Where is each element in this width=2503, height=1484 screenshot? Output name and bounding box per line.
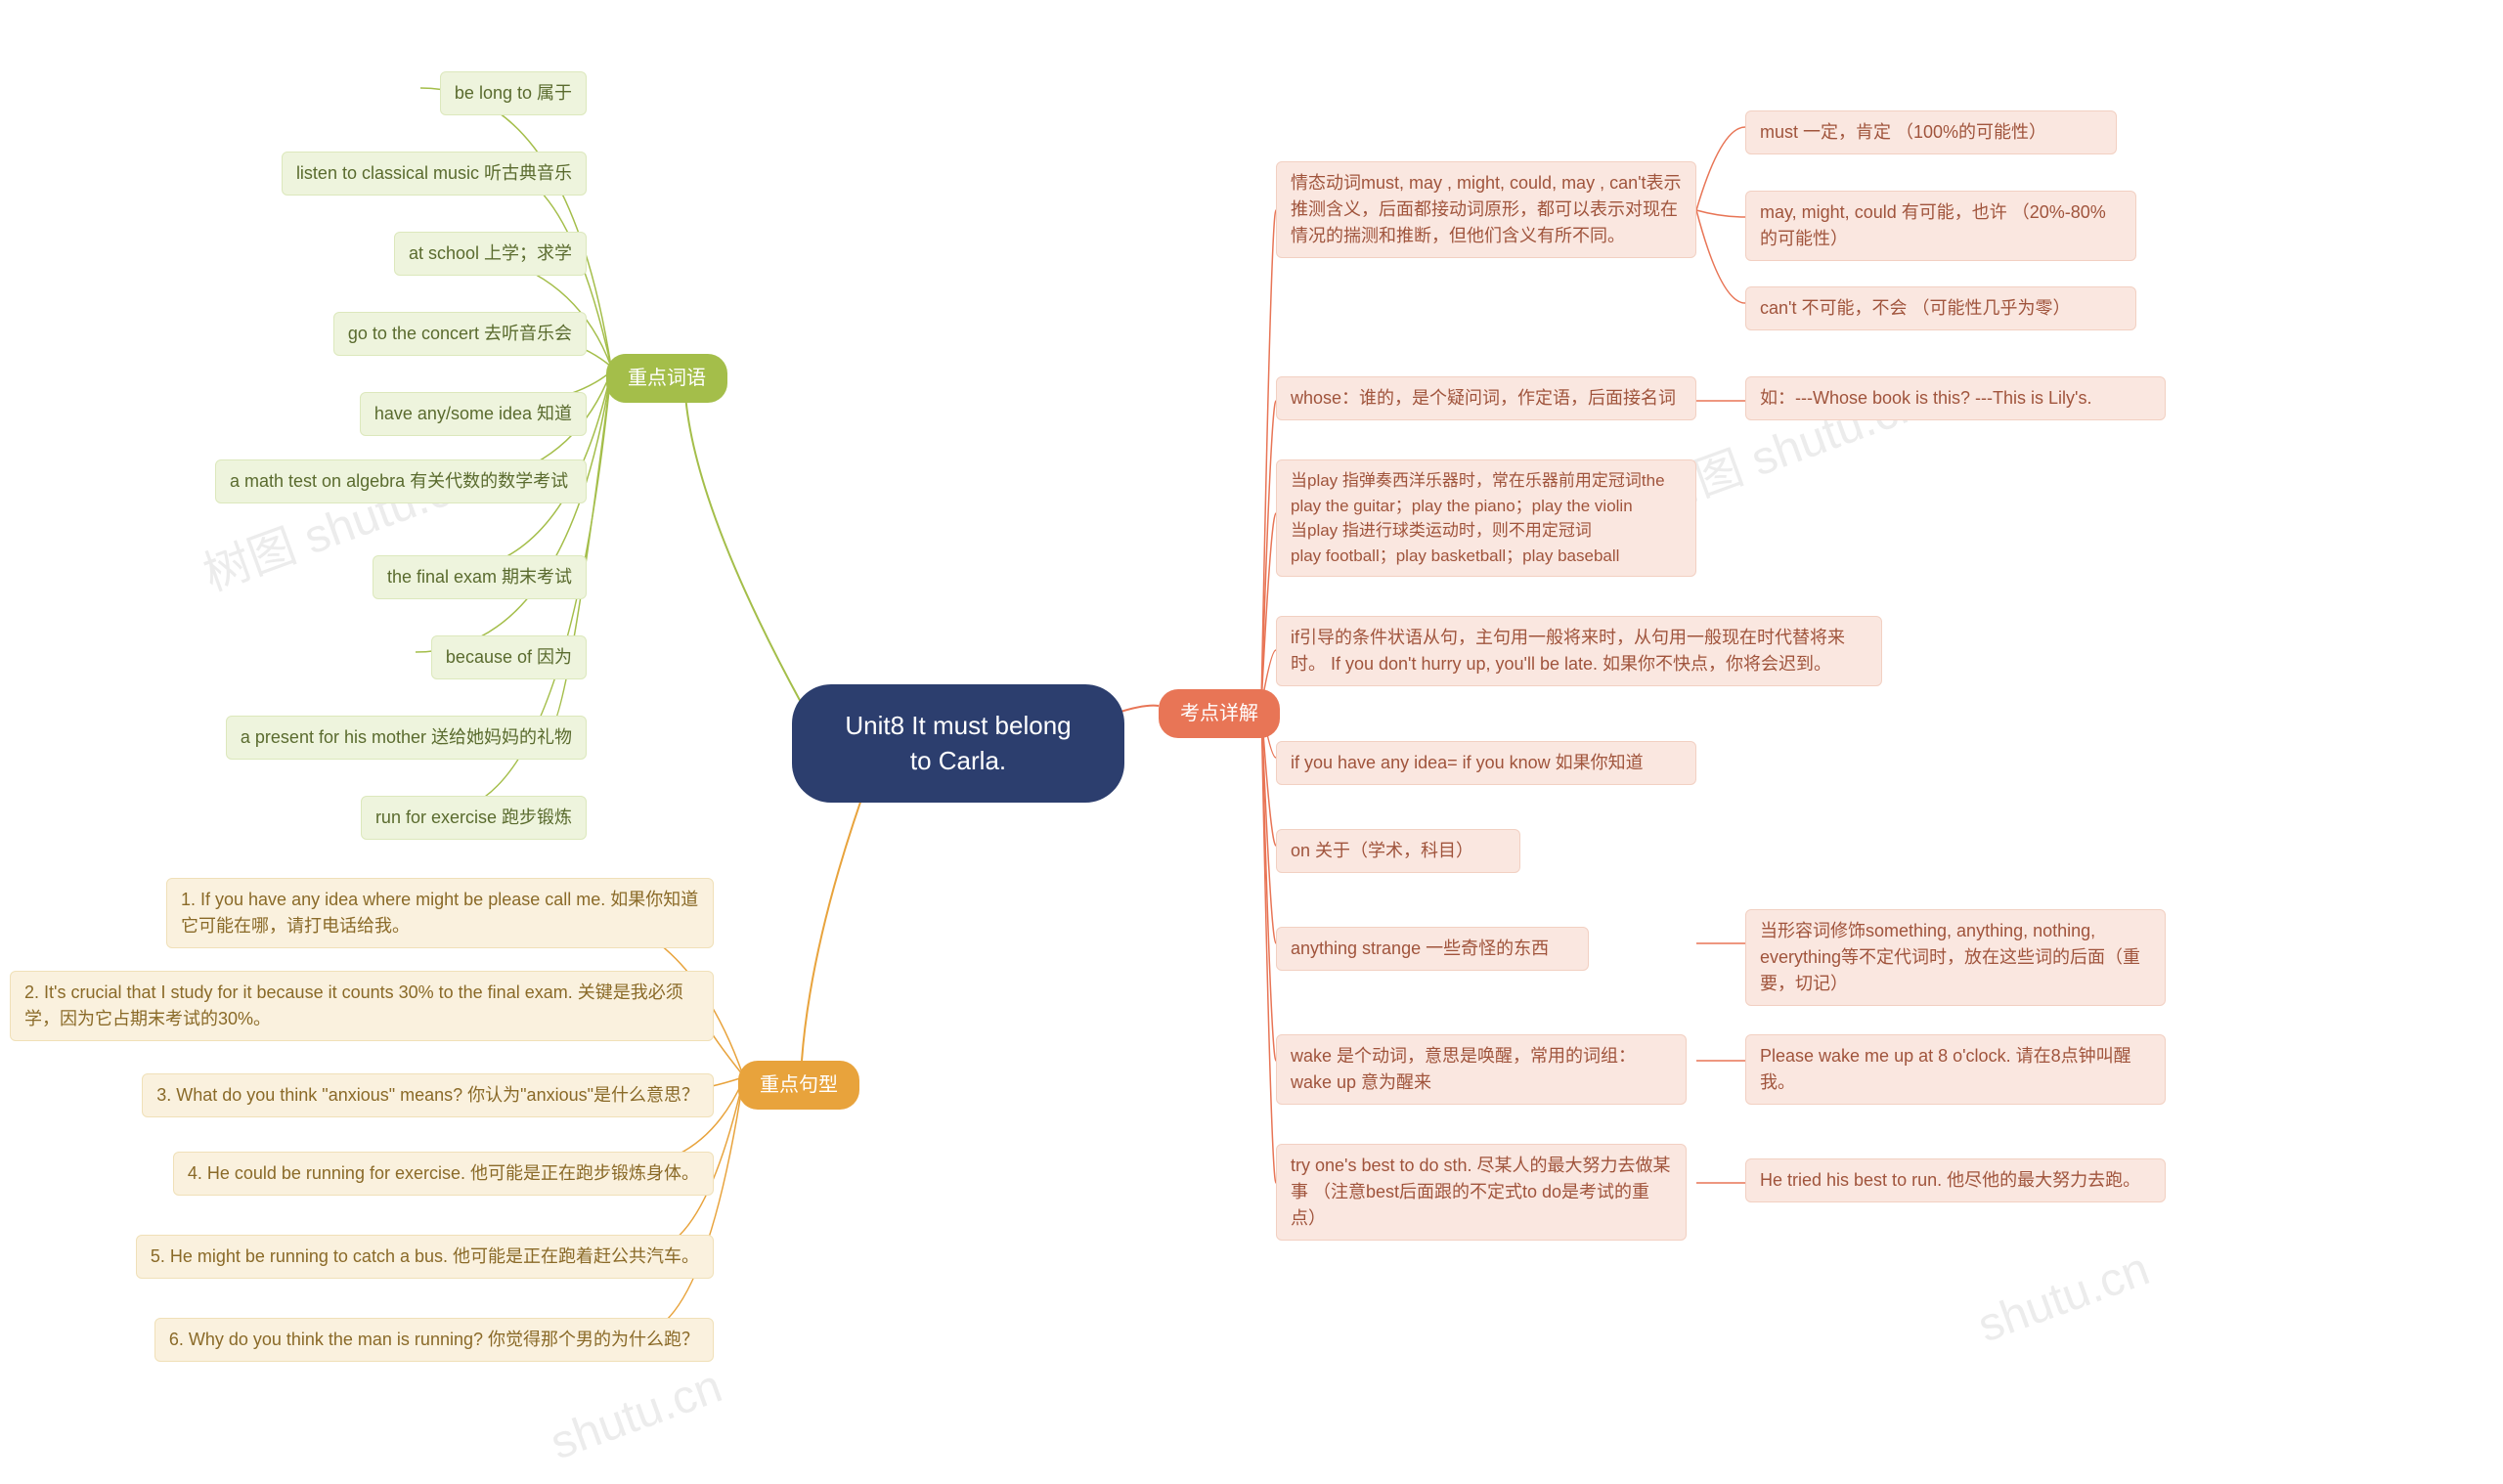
point-child: must 一定，肯定 （100%的可能性） (1745, 110, 2117, 154)
vocab-item: because of 因为 (431, 635, 587, 679)
vocab-item: run for exercise 跑步锻炼 (361, 796, 587, 840)
vocab-item: be long to 属于 (440, 71, 587, 115)
branch-sentences: 重点句型 (738, 1061, 859, 1110)
point-item: if引导的条件状语从句，主句用一般将来时，从句用一般现在时代替将来时。 If y… (1276, 616, 1882, 686)
branch-vocab: 重点词语 (606, 354, 727, 403)
point-child: 当形容词修饰something, anything, nothing, ever… (1745, 909, 2166, 1006)
vocab-item: go to the concert 去听音乐会 (333, 312, 587, 356)
vocab-item: the final exam 期末考试 (373, 555, 587, 599)
point-item: anything strange 一些奇怪的东西 (1276, 927, 1589, 971)
watermark: shutu.cn (1971, 1243, 2156, 1354)
vocab-item: listen to classical music 听古典音乐 (282, 152, 587, 196)
point-child: can't 不可能，不会 （可能性几乎为零） (1745, 286, 2136, 330)
point-child: Please wake me up at 8 o'clock. 请在8点钟叫醒我… (1745, 1034, 2166, 1105)
vocab-item: a math test on algebra 有关代数的数学考试 (215, 459, 587, 503)
center-node: Unit8 It must belong to Carla. (792, 684, 1124, 803)
point-child: may, might, could 有可能，也许 （20%-80%的可能性） (1745, 191, 2136, 261)
point-item: whose：谁的，是个疑问词，作定语，后面接名词 (1276, 376, 1696, 420)
branch-points: 考点详解 (1159, 689, 1280, 738)
sentence-item: 6. Why do you think the man is running? … (154, 1318, 714, 1362)
sentence-item: 4. He could be running for exercise. 他可能… (173, 1152, 714, 1196)
vocab-item: at school 上学；求学 (394, 232, 587, 276)
point-item: if you have any idea= if you know 如果你知道 (1276, 741, 1696, 785)
point-item: try one's best to do sth. 尽某人的最大努力去做某事 （… (1276, 1144, 1687, 1241)
sentence-item: 3. What do you think "anxious" means? 你认… (142, 1073, 714, 1117)
point-item: 当play 指弹奏西洋乐器时，常在乐器前用定冠词the play the gui… (1276, 459, 1696, 577)
point-item: wake 是个动词，意思是唤醒，常用的词组：wake up 意为醒来 (1276, 1034, 1687, 1105)
sentence-item: 5. He might be running to catch a bus. 他… (136, 1235, 714, 1279)
point-child: 如：---Whose book is this? ---This is Lily… (1745, 376, 2166, 420)
watermark: shutu.cn (544, 1360, 728, 1471)
sentence-item: 2. It's crucial that I study for it beca… (10, 971, 714, 1041)
vocab-item: a present for his mother 送给她妈妈的礼物 (226, 716, 587, 760)
point-item: 情态动词must, may , might, could, may , can'… (1276, 161, 1696, 258)
point-child: He tried his best to run. 他尽他的最大努力去跑。 (1745, 1158, 2166, 1202)
point-item: on 关于（学术，科目） (1276, 829, 1520, 873)
sentence-item: 1. If you have any idea where might be p… (166, 878, 714, 948)
vocab-item: have any/some idea 知道 (360, 392, 587, 436)
